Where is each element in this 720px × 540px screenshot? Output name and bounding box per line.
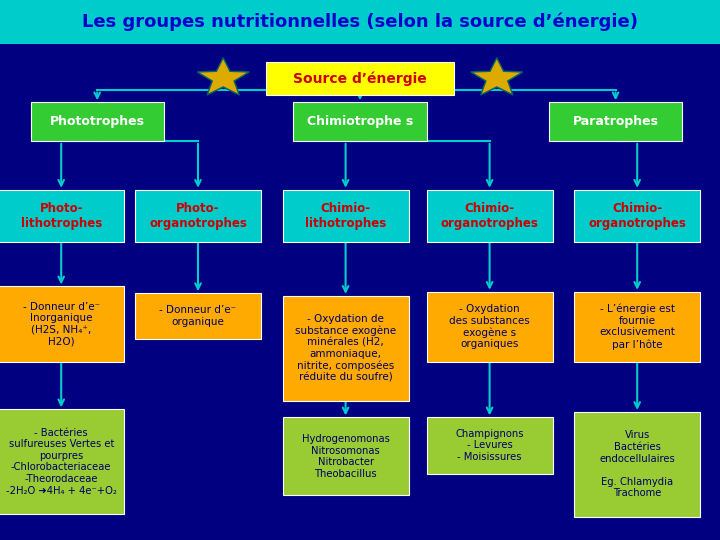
Text: Phototrophes: Phototrophes xyxy=(50,115,145,128)
Text: - Donneur d’e⁻
organique: - Donneur d’e⁻ organique xyxy=(159,305,237,327)
FancyBboxPatch shape xyxy=(135,293,261,339)
Text: Chimio-
organotrophes: Chimio- organotrophes xyxy=(441,202,539,230)
Text: Chimiotrophe s: Chimiotrophe s xyxy=(307,115,413,128)
Text: Photo-
lithotrophes: Photo- lithotrophes xyxy=(21,202,102,230)
Polygon shape xyxy=(471,58,523,95)
FancyBboxPatch shape xyxy=(135,190,261,242)
FancyBboxPatch shape xyxy=(575,411,701,517)
FancyBboxPatch shape xyxy=(575,292,701,362)
FancyBboxPatch shape xyxy=(0,286,125,362)
Text: Photo-
organotrophes: Photo- organotrophes xyxy=(149,202,247,230)
FancyBboxPatch shape xyxy=(426,417,553,474)
Text: - Bactéries
sulfureuses Vertes et
pourpres
-Chlorobacteriaceae
-Theorodaceae
-2H: - Bactéries sulfureuses Vertes et pourpr… xyxy=(6,428,117,496)
Text: - L’énergie est
fournie
exclusivement
par l’hôte: - L’énergie est fournie exclusivement pa… xyxy=(599,303,675,350)
FancyBboxPatch shape xyxy=(0,0,720,44)
FancyBboxPatch shape xyxy=(0,190,125,242)
FancyBboxPatch shape xyxy=(31,102,164,141)
Text: - Donneur d’e⁻
Inorganique
(H2S, NH₄⁺,
H2O): - Donneur d’e⁻ Inorganique (H2S, NH₄⁺, H… xyxy=(22,302,100,346)
FancyBboxPatch shape xyxy=(426,292,553,362)
Text: Chimio-
lithotrophes: Chimio- lithotrophes xyxy=(305,202,386,230)
FancyBboxPatch shape xyxy=(549,102,683,141)
FancyBboxPatch shape xyxy=(426,190,553,242)
Text: - Oxydation
des substances
exogène s
organiques: - Oxydation des substances exogène s org… xyxy=(449,304,530,349)
Text: Hydrogenomonas
Nitrosomonas
Nitrobacter
Theobacillus: Hydrogenomonas Nitrosomonas Nitrobacter … xyxy=(302,434,390,478)
FancyBboxPatch shape xyxy=(575,190,701,242)
Text: Source d’énergie: Source d’énergie xyxy=(293,71,427,85)
FancyBboxPatch shape xyxy=(282,296,409,401)
Text: - Oxydation de
substance exogène
minérales (H2,
ammoniaque,
nitrite, composées
r: - Oxydation de substance exogène minéral… xyxy=(295,314,396,383)
Text: Paratrophes: Paratrophes xyxy=(572,115,659,128)
Text: Chimio-
organotrophes: Chimio- organotrophes xyxy=(588,202,686,230)
Text: Champignons
- Levures
- Moisissures: Champignons - Levures - Moisissures xyxy=(455,429,524,462)
Text: Virus
Bactéries
endocellulaires

Eg. Chlamydia
Trachome: Virus Bactéries endocellulaires Eg. Chla… xyxy=(599,430,675,498)
FancyBboxPatch shape xyxy=(0,409,125,514)
FancyBboxPatch shape xyxy=(282,417,409,496)
FancyBboxPatch shape xyxy=(282,190,409,242)
FancyBboxPatch shape xyxy=(266,62,454,95)
Text: Les groupes nutritionnelles (selon la source d’énergie): Les groupes nutritionnelles (selon la so… xyxy=(82,13,638,31)
Polygon shape xyxy=(197,58,249,95)
FancyBboxPatch shape xyxy=(294,102,426,141)
